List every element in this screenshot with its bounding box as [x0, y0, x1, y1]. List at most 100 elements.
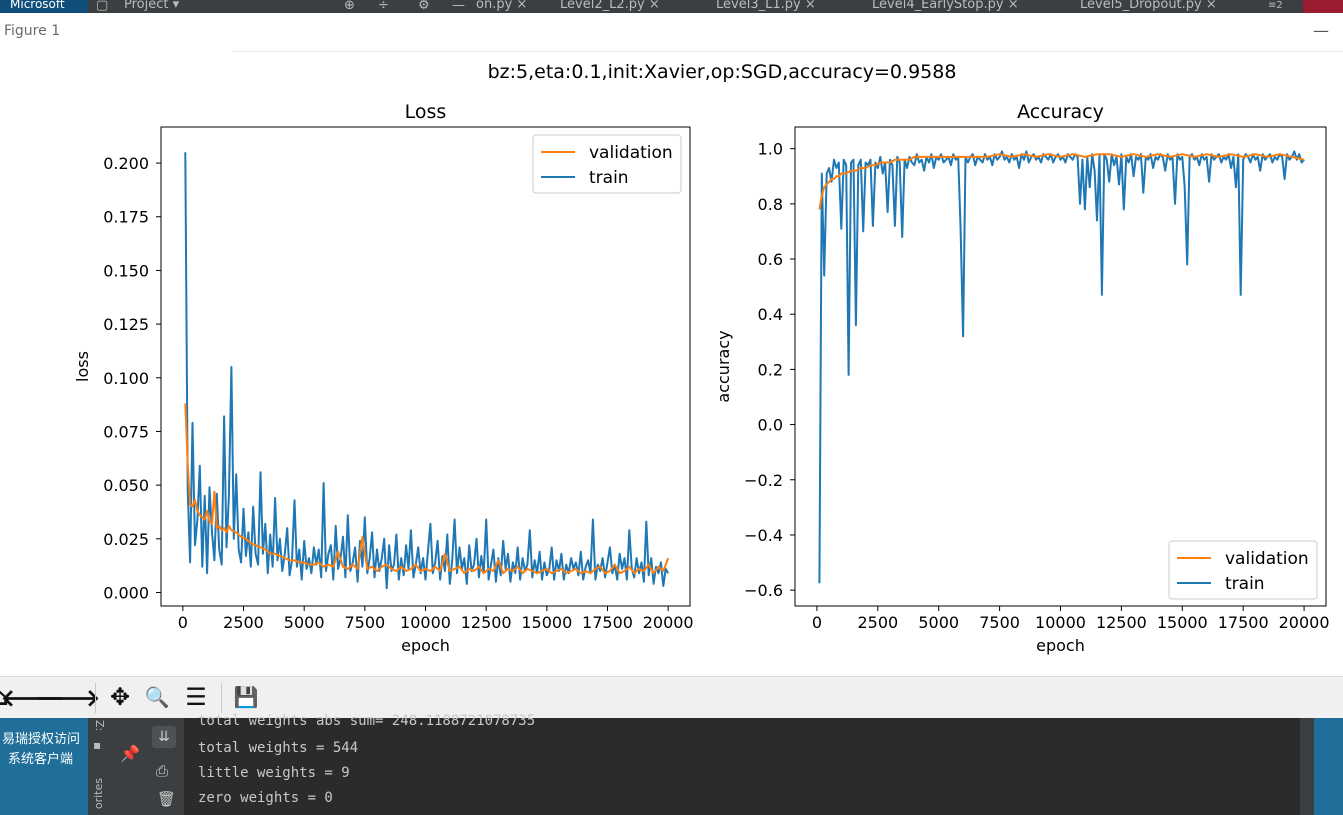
x-tick-label: 0	[178, 613, 188, 632]
y-tick-label: −0.6	[744, 581, 783, 600]
run-toolcol-right: ⇊ ⎙ 🗑	[148, 718, 184, 815]
figure-suptitle: bz:5,eta:0.1,init:Xavier,op:SGD,accuracy…	[488, 61, 957, 83]
figure-window-title: Figure 1	[4, 23, 61, 39]
desktop-shortcut[interactable]: 易瑞授权访问 系统客户端	[0, 718, 88, 815]
console-line: zero weights = 0	[198, 790, 333, 806]
legend-box	[1168, 540, 1318, 600]
editor-tab[interactable]: Level4_EarlyStop.py ×	[872, 0, 1019, 12]
project-dropdown[interactable]: Project ▾	[124, 0, 179, 12]
console-line: total weights abs sum= 248.1188721078735	[198, 713, 536, 729]
figure-canvas[interactable]: bz:5,eta:0.1,init:Xavier,op:SGD,accuracy…	[0, 53, 1343, 676]
series-line-validation	[818, 153, 1305, 210]
configure-glyph: ☰	[185, 683, 207, 711]
editor-tab-label: Level2_L2.py	[560, 0, 645, 12]
ide-topbar: Microsoft ▢ Project ▾ ⊕ ÷ ⚙ — on.py × Le…	[0, 0, 1343, 13]
toolbar-separator	[221, 683, 222, 713]
x-tick-label: 5000	[918, 613, 959, 632]
y-tick-label: 0.000	[103, 583, 149, 602]
legend-label-train: train	[589, 168, 629, 188]
y-tick-label: 0.6	[758, 250, 783, 269]
x-tick-label: 2500	[223, 613, 264, 632]
print-icon[interactable]: ⎙	[156, 762, 169, 780]
legend: validation train	[1168, 540, 1318, 600]
collapse-icon[interactable]: ÷	[378, 0, 389, 13]
legend-label-validation: validation	[589, 143, 673, 163]
project-icon: ▢	[96, 0, 109, 13]
back-glyph: 🡐	[0, 683, 66, 712]
tab-overflow-button[interactable]: ≡2	[1268, 0, 1283, 11]
subplot-title: Loss	[405, 101, 447, 123]
editor-tab[interactable]: Level3_L1.py ×	[716, 0, 816, 12]
x-tick-label: 5000	[284, 613, 325, 632]
y-tick-label: −0.2	[744, 471, 783, 490]
x-tick-label: 0	[812, 613, 822, 632]
favorites-tab[interactable]: orites	[92, 778, 105, 810]
desktop-right-edge	[1300, 718, 1343, 815]
x-tick-label: 10000	[400, 613, 451, 632]
back-arrow-icon[interactable]: 🡐	[1, 681, 65, 713]
toolbar-separator	[95, 683, 96, 713]
forward-arrow-icon[interactable]: 🡒	[36, 681, 100, 713]
save-icon[interactable]: 💾	[230, 681, 262, 713]
y-tick-label: 0.8	[758, 195, 783, 214]
x-tick-label: 20000	[643, 613, 694, 632]
desktop-shortcut-label-1: 易瑞授权访问	[2, 732, 81, 747]
x-tick-label: 10000	[1035, 613, 1086, 632]
y-tick-label: 0.200	[103, 154, 149, 173]
x-tick-label: 17500	[1218, 613, 1269, 632]
figure-titlebar: Figure 1 —	[0, 13, 1343, 53]
pan-icon[interactable]: ✥	[104, 681, 136, 713]
y-tick-label: −0.4	[744, 526, 783, 545]
y-tick-label: 0.075	[103, 422, 149, 441]
y-tick-label: 0.175	[103, 208, 149, 227]
subplot-title: Accuracy	[1017, 101, 1104, 123]
minimize-button[interactable]: —	[1313, 21, 1329, 40]
x-tick-label: 17500	[582, 613, 633, 632]
y-axis-label: accuracy	[714, 330, 733, 402]
pin-icon[interactable]: 📌	[120, 744, 140, 763]
project-label: Project	[124, 0, 169, 12]
gear-icon[interactable]: ⚙	[418, 0, 430, 13]
zoom-glyph: 🔍	[144, 685, 170, 709]
legend-label-validation: validation	[1225, 549, 1309, 569]
y-tick-label: 1.0	[758, 140, 783, 159]
trash-icon[interactable]: 🗑	[157, 790, 177, 808]
navigation-toolbar: ⌂ 🡐 🡒 ✥ 🔍 ☰ 💾	[0, 676, 1343, 719]
editor-tab[interactable]: Level2_L2.py ×	[560, 0, 660, 12]
structure-icon[interactable]: ▪	[93, 738, 102, 752]
locate-icon[interactable]: ⊕	[344, 0, 355, 13]
x-tick-label: 12500	[461, 613, 512, 632]
y-tick-label: 0.025	[103, 530, 149, 549]
ide-side-strip: Z: ▪ orites	[88, 718, 110, 815]
accuracy-subplot: 0 2500 5000 7500 10000 12500 15000 17500 20000 −0…	[714, 101, 1330, 655]
editor-tab[interactable]: Level5_Dropout.py ×	[1080, 0, 1217, 12]
structure-tab[interactable]: Z:	[93, 720, 106, 732]
x-tick-label: 7500	[979, 613, 1020, 632]
editor-tab-label: Level5_Dropout.py	[1080, 0, 1202, 12]
configure-subplots-icon[interactable]: ☰	[180, 681, 212, 713]
home-icon[interactable]: ⌂	[0, 681, 16, 713]
x-axis-label: epoch	[1036, 636, 1085, 655]
console-scrollbar[interactable]	[1300, 718, 1314, 815]
editor-tab[interactable]: on.py ×	[476, 0, 527, 12]
x-tick-label: 20000	[1279, 613, 1330, 632]
console-line: little weights = 9	[198, 765, 350, 781]
x-axis-label: epoch	[401, 636, 450, 655]
zoom-icon[interactable]: 🔍	[141, 681, 173, 713]
y-tick-label: 0.4	[758, 305, 783, 324]
ide-run-panel	[0, 718, 1343, 815]
scroll-to-end-icon[interactable]: ⇊	[152, 726, 176, 748]
desktop-shortcut-label-2: 系统客户端	[8, 752, 74, 767]
titlebar-divider	[232, 51, 1343, 52]
legend: validation train	[532, 134, 682, 194]
desktop-wallpaper-edge	[1303, 0, 1343, 13]
pan-glyph: ✥	[109, 683, 131, 711]
home-glyph: ⌂	[0, 683, 9, 711]
y-tick-label: 0.100	[103, 369, 149, 388]
taskbar-app-badge[interactable]: Microsoft	[0, 0, 88, 13]
series-line-train	[818, 150, 1305, 584]
run-toolcol-left: 📌	[110, 718, 149, 815]
y-tick-label: 0.150	[103, 261, 149, 280]
hide-icon[interactable]: —	[452, 0, 465, 13]
series-line-train	[184, 152, 670, 590]
